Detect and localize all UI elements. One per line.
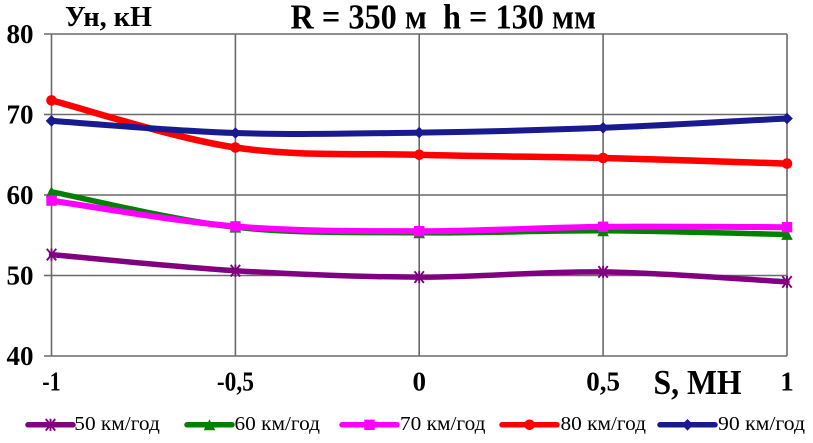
svg-text:0,5: 0,5	[586, 367, 620, 397]
svg-text:1: 1	[780, 367, 794, 397]
svg-text:R = 350 м h = 130 мм: R = 350 м h = 130 мм	[291, 0, 597, 37]
svg-text:Ун, кН: Ун, кН	[65, 1, 152, 33]
svg-text:-0,5: -0,5	[217, 367, 254, 397]
svg-text:60 км/год: 60 км/год	[235, 413, 321, 435]
svg-text:70: 70	[7, 100, 34, 130]
svg-text:40: 40	[7, 341, 34, 371]
svg-text:0: 0	[412, 367, 426, 397]
svg-text:50: 50	[7, 261, 34, 291]
svg-text:90 км/год: 90 км/год	[718, 413, 805, 435]
svg-text:-1: -1	[42, 367, 61, 397]
svg-text:80 км/год: 80 км/год	[561, 413, 647, 435]
svg-text:80: 80	[7, 19, 34, 49]
svg-text:S, МН: S, МН	[654, 363, 742, 402]
svg-text:60: 60	[7, 180, 34, 210]
svg-text:70 км/год: 70 км/год	[400, 413, 486, 435]
svg-text:50 км/год: 50 км/год	[74, 413, 160, 435]
